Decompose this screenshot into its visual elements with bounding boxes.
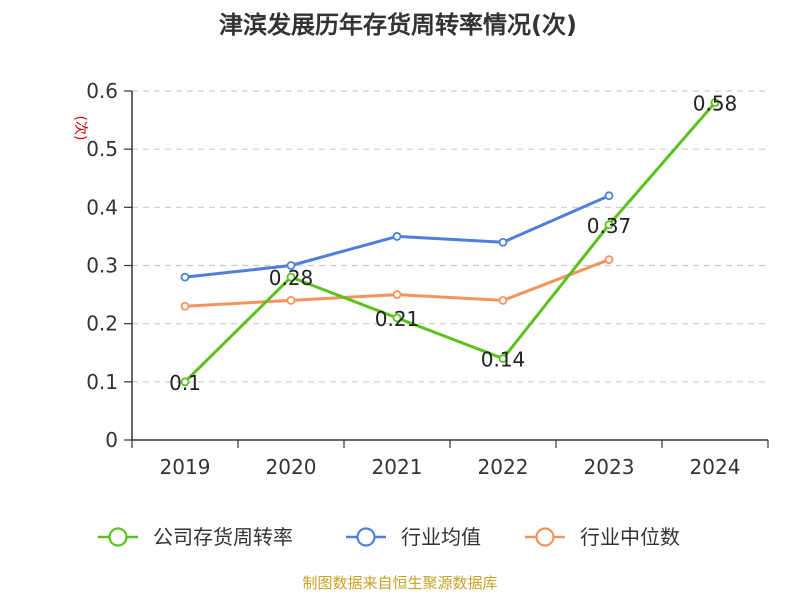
series-lines (180, 98, 720, 387)
data-label: 0.1 (169, 371, 201, 395)
company-series-point (180, 377, 190, 387)
company-series-line (183, 101, 717, 383)
legend-marker (356, 527, 376, 547)
x-tick-label: 2022 (478, 455, 529, 479)
industry-median-series-point (604, 255, 614, 265)
industry-avg-series-point (180, 272, 190, 282)
industry-avg-series-point (286, 261, 296, 270)
industry-median-series-point (392, 290, 402, 299)
y-tick-label: 0.5 (86, 137, 118, 161)
y-tick-label: 0.6 (86, 79, 118, 103)
x-tick-label: 2019 (160, 455, 211, 479)
x-tick-label: 2020 (266, 455, 317, 479)
legend-item: 行业中位数 (525, 525, 680, 549)
legend: 公司存货周转率 行业均值 行业中位数 (98, 525, 680, 549)
legend-item: 行业均值 (346, 525, 481, 549)
legend-item: 公司存货周转率 (98, 525, 293, 549)
data-label: 0.14 (481, 348, 526, 372)
company-series-point (392, 313, 402, 323)
company-series-point (498, 354, 508, 363)
x-tick-label: 2023 (584, 455, 635, 479)
data-label: 0.21 (375, 307, 420, 331)
grid-lines (132, 90, 768, 383)
industry-avg-series-point (392, 232, 402, 241)
y-tick-label: 0.2 (86, 312, 118, 336)
legend-marker (108, 527, 128, 547)
y-tick-label: 0.3 (86, 254, 118, 278)
y-axis-label: (次) (72, 116, 88, 141)
company-series-point (604, 220, 614, 230)
industry-median-series-point (498, 295, 508, 305)
y-tick-label: 0 (105, 428, 118, 452)
x-tick-label: 2024 (690, 455, 741, 479)
data-label: 0.37 (587, 214, 632, 238)
data-label: 0.58 (693, 92, 738, 116)
industry-avg-series-point (604, 191, 614, 201)
industry-median-series-point (286, 295, 296, 305)
legend-label: 行业均值 (401, 525, 481, 549)
industry-avg-series-point (498, 237, 508, 247)
legend-label: 公司存货周转率 (153, 525, 293, 549)
legend-label: 行业中位数 (580, 525, 680, 549)
legend-marker (535, 527, 555, 547)
industry-median-series-point (180, 301, 190, 311)
data-labels: 0.1 0.28 0.21 0.14 0.37 0.58 (169, 92, 737, 395)
y-tick-label: 0.1 (86, 370, 118, 394)
axes: 0 0.1 0.2 0.3 0.4 0.5 0.6 2019 2020 2021 2022 2023 2… (86, 79, 769, 479)
x-tick-label: 2021 (372, 455, 423, 479)
company-series-point (710, 98, 720, 108)
y-tick-label: 0.4 (86, 195, 118, 219)
data-label: 0.28 (269, 266, 314, 290)
source-note: 制图数据来自恒生聚源数据库 (302, 574, 497, 592)
company-series-point (286, 272, 296, 282)
industry-median-series-line (184, 258, 610, 308)
chart-title: 津滨发展历年存货周转率情况(次) (219, 11, 577, 39)
